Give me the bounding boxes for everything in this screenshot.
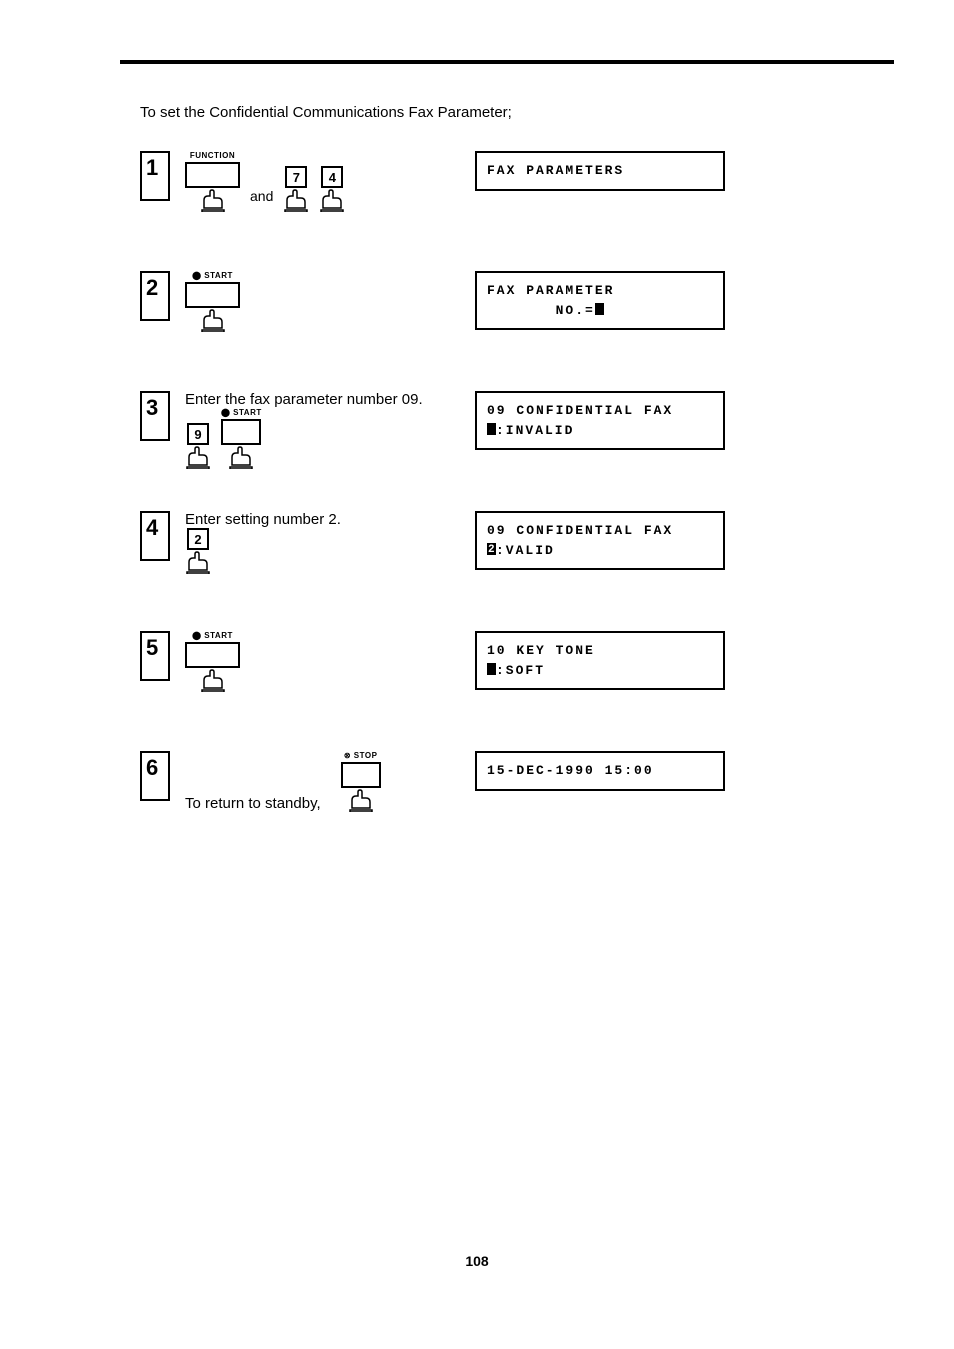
button-9: 9 xyxy=(185,423,211,469)
press-hand-icon xyxy=(283,188,309,212)
press-hand-icon xyxy=(200,188,226,212)
keycap: 2 xyxy=(187,528,209,550)
keycap xyxy=(185,162,240,188)
keycap: 7 xyxy=(285,166,307,188)
button-function: FUNCTION xyxy=(185,151,240,212)
cursor-icon xyxy=(595,303,604,315)
step-row-2: 2 ⬤ START FAX PARAMETER NO.= xyxy=(140,271,884,351)
keycap xyxy=(221,419,261,445)
step-number: 3 xyxy=(140,391,170,441)
button-4: 4 xyxy=(319,166,345,212)
step-instruction: Enter the fax parameter number 09. xyxy=(185,391,455,408)
display-line2-post: :VALID xyxy=(496,543,555,558)
display-box-1: FAX PARAMETERS xyxy=(475,151,725,191)
display-box-2: FAX PARAMETER NO.= xyxy=(475,271,725,330)
display-line2-post: :INVALID xyxy=(496,423,574,438)
display-line1: FAX PARAMETER xyxy=(487,283,614,298)
step-row-5: 5 ⬤ START 10 KEY TONE :SOFT xyxy=(140,631,884,711)
press-hand-icon xyxy=(200,668,226,692)
cursor-icon xyxy=(487,663,496,675)
display-line2-post: :SOFT xyxy=(496,663,545,678)
display-line1: 09 CONFIDENTIAL FAX xyxy=(487,403,673,418)
step-instruction: To return to standby, xyxy=(185,795,321,812)
button-label: ⬤ START xyxy=(192,631,233,640)
keycap xyxy=(341,762,381,788)
button-label: ⬤ START xyxy=(221,408,262,417)
step-number: 4 xyxy=(140,511,170,561)
keycap xyxy=(185,642,240,668)
display-box-3: 09 CONFIDENTIAL FAX :INVALID xyxy=(475,391,725,450)
button-stop: ⊗ STOP xyxy=(341,751,381,812)
button-2: 2 xyxy=(185,528,211,574)
step-number: 5 xyxy=(140,631,170,681)
button-7: 7 xyxy=(283,166,309,212)
keycap xyxy=(185,282,240,308)
step-row-6: 6 To return to standby, ⊗ STOP 15-DEC-19… xyxy=(140,751,884,831)
display-line2-pre: NO.= xyxy=(487,303,595,318)
press-hand-icon xyxy=(319,188,345,212)
display-box-5: 10 KEY TONE :SOFT xyxy=(475,631,725,690)
step-number: 6 xyxy=(140,751,170,801)
keycap: 4 xyxy=(321,166,343,188)
button-start: ⬤ START xyxy=(185,631,240,692)
button-label: ⊗ STOP xyxy=(344,751,378,760)
button-start: ⬤ START xyxy=(221,408,262,469)
step-row-3: 3 Enter the fax parameter number 09. 9 ⬤… xyxy=(140,391,884,471)
button-label: ⬤ START xyxy=(192,271,233,280)
top-rule xyxy=(120,60,894,64)
button-start: ⬤ START xyxy=(185,271,240,332)
step-number: 1 xyxy=(140,151,170,201)
display-line1: FAX PARAMETERS xyxy=(487,163,624,178)
intro-text: To set the Confidential Communications F… xyxy=(140,104,884,121)
keycap: 9 xyxy=(187,423,209,445)
step-row-4: 4 Enter setting number 2. 2 09 CONFIDENT… xyxy=(140,511,884,591)
display-box-6: 15-DEC-1990 15:00 xyxy=(475,751,725,791)
display-line1: 09 CONFIDENTIAL FAX xyxy=(487,523,673,538)
display-line1: 15-DEC-1990 15:00 xyxy=(487,763,654,778)
step-instruction: Enter setting number 2. xyxy=(185,511,455,528)
button-label: FUNCTION xyxy=(190,151,235,160)
display-box-4: 09 CONFIDENTIAL FAX 2:VALID xyxy=(475,511,725,570)
cursor-icon xyxy=(487,423,496,435)
display-line1: 10 KEY TONE xyxy=(487,643,595,658)
step-row-1: 1 FUNCTION and 7 4 xyxy=(140,151,884,231)
press-hand-icon xyxy=(185,445,211,469)
step-number: 2 xyxy=(140,271,170,321)
press-hand-icon xyxy=(200,308,226,332)
press-hand-icon xyxy=(348,788,374,812)
press-hand-icon xyxy=(185,550,211,574)
and-text: and xyxy=(250,188,273,212)
cursor-icon: 2 xyxy=(487,543,496,555)
page-number: 108 xyxy=(0,1253,954,1269)
press-hand-icon xyxy=(228,445,254,469)
